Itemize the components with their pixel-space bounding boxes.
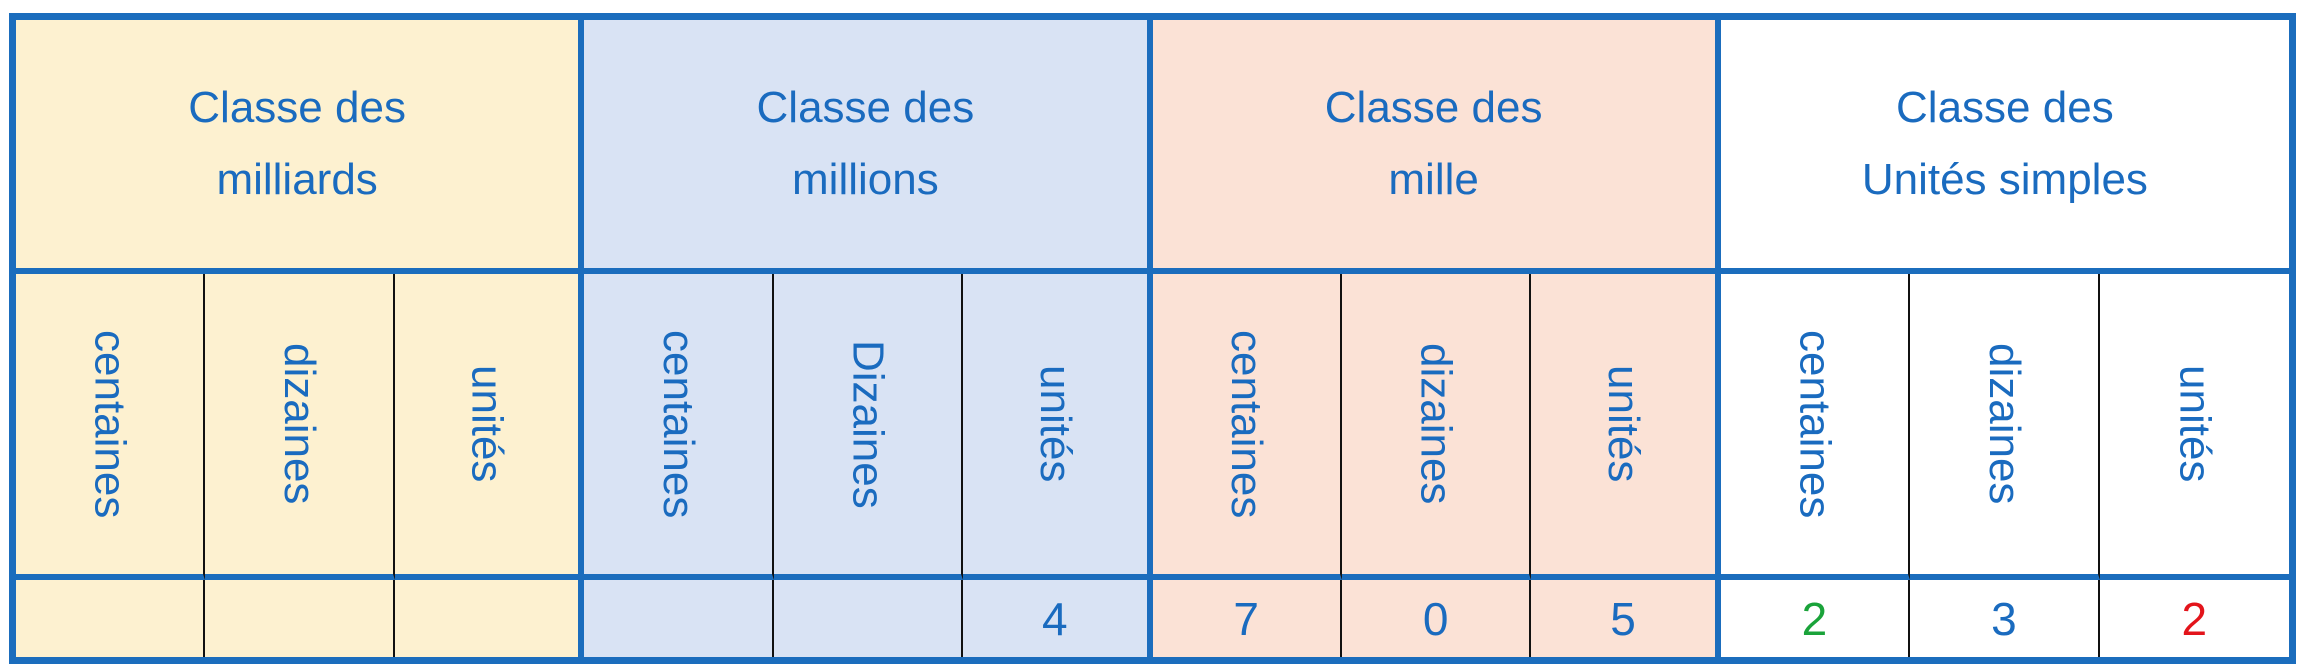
digit-value: 2 — [1801, 592, 1828, 645]
column-label: centaines — [85, 329, 135, 519]
column-label: Dizaines — [843, 339, 893, 509]
column-header-cell: unités — [394, 274, 585, 580]
column-header-cell: dizaines — [205, 274, 395, 580]
class-header-line2: Unités simples — [1861, 155, 2148, 204]
class-header-mille: Classe des mille — [1152, 20, 1721, 274]
digit-cell: 0 — [1341, 580, 1532, 657]
class-header-line1: Classe des — [1324, 83, 1543, 132]
class-header-millions: Classe des millions — [584, 20, 1153, 274]
column-header-cell: centaines — [1152, 274, 1342, 580]
digit-cell: 3 — [1910, 580, 2100, 657]
digit-value: 3 — [1991, 592, 2017, 645]
digit-value: 4 — [1041, 592, 1068, 645]
digit-cell: 7 — [1152, 580, 1342, 657]
column-label: dizaines — [1411, 343, 1461, 505]
column-label: centaines — [1222, 329, 1272, 519]
class-header-line2: millions — [792, 155, 939, 204]
digit-value: 7 — [1233, 592, 1259, 645]
class-header-line2: milliards — [216, 155, 378, 204]
column-header-cell: unités — [963, 274, 1153, 580]
column-label: centaines — [653, 329, 703, 519]
column-header-cell: dizaines — [1341, 274, 1532, 580]
class-header-line2: mille — [1388, 155, 1479, 204]
digit-cell — [584, 580, 774, 657]
column-label: centaines — [1790, 329, 1840, 519]
column-header-cell: centaines — [16, 274, 206, 580]
digit-value: 0 — [1422, 592, 1449, 645]
digit-cell — [773, 580, 964, 657]
class-header-unites-simples: Classe des Unités simples — [1720, 20, 2289, 274]
column-header-cell: unités — [2099, 274, 2289, 580]
class-header-line1: Classe des — [756, 83, 975, 132]
digit-cell — [16, 580, 206, 657]
column-header-cell: dizaines — [1910, 274, 2100, 580]
column-label: dizaines — [275, 343, 325, 505]
column-header-cell: Dizaines — [773, 274, 964, 580]
column-header-cell: centaines — [1720, 274, 1911, 580]
digit-value: 5 — [1610, 592, 1636, 645]
column-label: dizaines — [1979, 343, 2029, 505]
digit-cell: 4 — [963, 580, 1153, 657]
class-header-line1: Classe des — [1896, 83, 2114, 132]
column-label: unités — [462, 365, 512, 483]
column-header-cell: centaines — [584, 274, 774, 580]
digit-value: 2 — [2181, 592, 2208, 645]
digit-cell: 5 — [1531, 580, 1721, 657]
digit-cell — [205, 580, 395, 657]
column-label: unités — [1599, 365, 1649, 483]
column-label: unités — [2170, 365, 2220, 483]
place-value-table: Classe des milliards Classe des millions… — [9, 13, 2296, 664]
column-header-cell: unités — [1531, 274, 1721, 580]
class-header-line1: Classe des — [188, 83, 406, 132]
digit-cell: 2 — [1720, 580, 1911, 657]
column-label: unités — [1030, 365, 1080, 483]
digit-cell — [394, 580, 585, 657]
digit-cell: 2 — [2099, 580, 2289, 657]
class-header-milliards: Classe des milliards — [16, 20, 585, 274]
